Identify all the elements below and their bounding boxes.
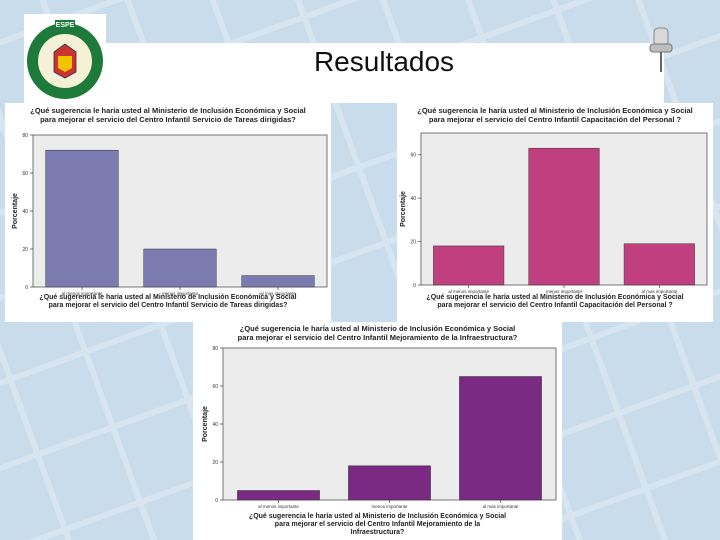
chart-title: para mejorar el servicio del Centro Infa… [40, 115, 296, 124]
bar [623, 243, 695, 286]
y-tick-label: 80 [212, 346, 218, 352]
bar [45, 149, 119, 288]
y-axis-label: Porcentaje [12, 193, 19, 229]
x-tick-label: menos importante [546, 289, 583, 294]
y-tick-label: 0 [215, 498, 218, 504]
y-tick-label: 20 [22, 247, 28, 253]
chart-title: para mejorar el servicio del Centro Infa… [238, 333, 518, 342]
pushpin-icon [649, 27, 673, 72]
chart-infraestructura: ¿Qué sugerencia le haría usted al Minist… [193, 322, 562, 540]
title-bar [104, 43, 664, 103]
x-tick-label: al mas importante [641, 289, 677, 294]
y-tick-label: 80 [22, 133, 28, 139]
logo-text: ESPE [56, 22, 75, 29]
y-tick-label: 20 [212, 460, 218, 466]
y-axis-label: Porcentaje [400, 191, 407, 227]
x-axis-label: para mejorar el servicio del Centro Infa… [275, 521, 480, 528]
bar [348, 465, 431, 501]
chart-title: ¿Qué sugerencia le haría usted al Minist… [30, 106, 306, 115]
espe-logo-icon: ESPE [24, 14, 106, 104]
y-axis-label: Porcentaje [202, 406, 209, 442]
x-axis-label: ¿Qué sugerencia le haría usted al Minist… [39, 294, 296, 301]
x-tick-label: menos importante [371, 504, 408, 509]
x-tick-label: al mas importante [260, 291, 296, 296]
y-tick-label: 40 [212, 422, 218, 428]
bar [237, 490, 320, 501]
chart-title: ¿Qué sugerencia le haría usted al Minist… [417, 106, 693, 115]
x-axis-label: Infraestructura? [351, 529, 405, 536]
x-tick-label: al mas importante [483, 504, 519, 509]
x-axis-label: ¿Qué sugerencia le haría usted al Minist… [249, 513, 506, 520]
bar [459, 376, 542, 501]
y-tick-label: 60 [212, 384, 218, 390]
x-tick-label: al menos importante [62, 291, 103, 296]
y-tick-label: 60 [22, 171, 28, 177]
chart-title: ¿Qué sugerencia le haría usted al Minist… [240, 324, 516, 333]
bar [143, 248, 217, 288]
y-tick-label: 40 [410, 196, 416, 202]
y-tick-label: 0 [413, 283, 416, 289]
chart-title: para mejorar el servicio del Centro Infa… [429, 115, 682, 124]
page-title: Resultados [313, 46, 455, 77]
y-tick-label: 0 [25, 285, 28, 291]
chart-tareas-dirigidas: ¿Qué sugerencia le haría usted al Minist… [5, 103, 331, 322]
x-axis-label: para mejorar el servicio del Centro Infa… [437, 302, 672, 309]
x-tick-label: al menos importante [448, 289, 489, 294]
y-tick-label: 40 [22, 209, 28, 215]
x-axis-label: ¿Qué sugerencia le haría usted al Minist… [426, 294, 683, 301]
bar [528, 147, 600, 286]
x-tick-label: al menos importante [258, 504, 299, 509]
x-axis-label: para mejorar el servicio del Centro Infa… [49, 302, 288, 309]
bar [433, 245, 505, 286]
bar [241, 275, 315, 288]
x-tick-label: menos importante [162, 291, 199, 296]
chart-capacitacion-personal: ¿Qué sugerencia le haría usted al Minist… [397, 103, 713, 322]
y-tick-label: 20 [410, 240, 416, 246]
y-tick-label: 60 [410, 153, 416, 159]
